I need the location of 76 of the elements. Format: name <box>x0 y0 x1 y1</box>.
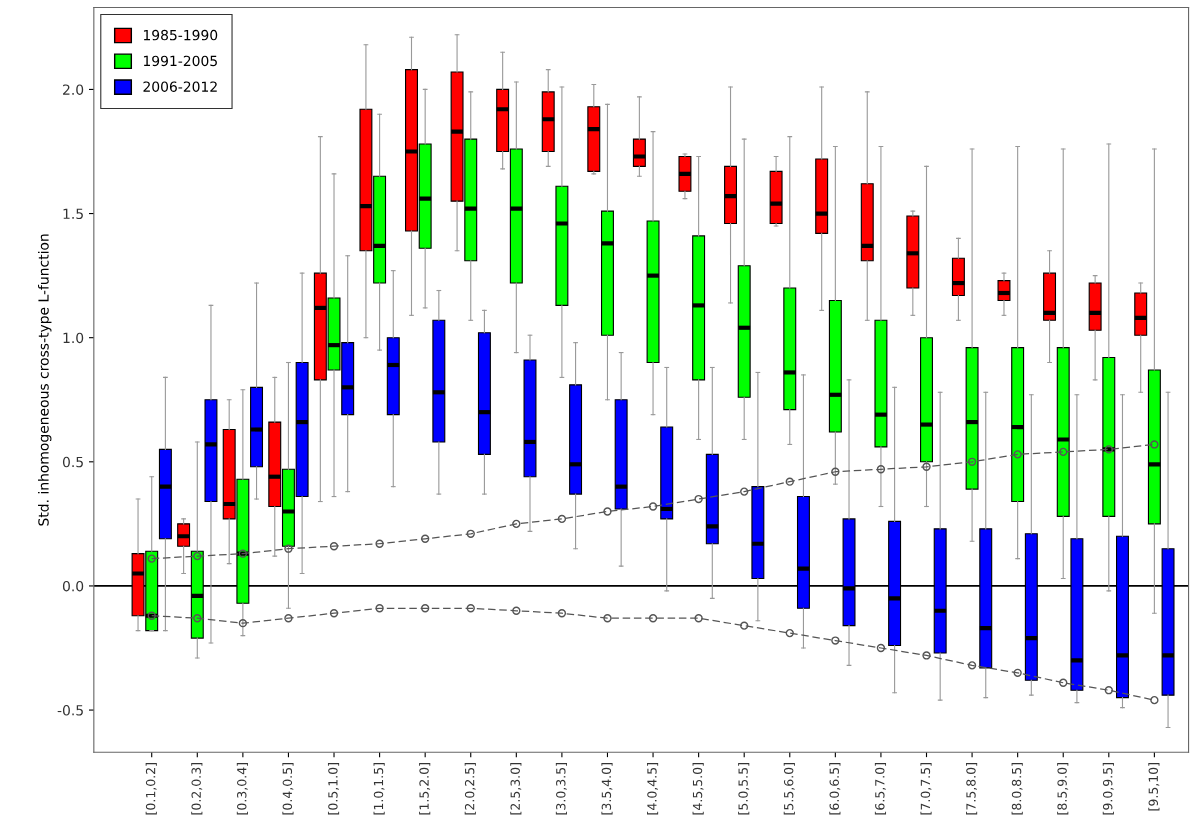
point <box>831 467 840 476</box>
point <box>193 614 202 623</box>
point <box>193 551 202 561</box>
x-tick-label: [0.5,1.0] <box>327 763 340 815</box>
point <box>1013 668 1022 677</box>
y-tick-label: 2.0 <box>63 84 84 95</box>
point <box>922 651 931 660</box>
point <box>557 514 567 524</box>
point <box>421 534 430 543</box>
point <box>785 628 794 638</box>
x-tick-label: [9.0,9.5] <box>1102 763 1114 815</box>
x-tick-label: [8.5,9.0] <box>1057 763 1069 815</box>
y-axis-title: Std. inhomogeneous cross-type L-function <box>38 234 52 526</box>
x-tick-label: [4.0,4.5] <box>647 763 659 815</box>
x-tick-label: [5.0,5.5] <box>738 763 750 815</box>
x-tick-label: [0.3,0.4] <box>236 763 248 815</box>
point <box>876 643 886 653</box>
point <box>922 462 931 471</box>
x-tick-label: [1.0,1.5] <box>373 763 385 815</box>
y-tick-label: 0.5 <box>62 456 83 468</box>
y-tick-label: 0.0 <box>62 580 84 592</box>
point <box>831 636 840 645</box>
point <box>603 507 612 516</box>
x-tick-label: [0.1,0.2] <box>145 763 157 815</box>
legend-label: 2006-2012 <box>143 81 217 92</box>
point <box>694 614 703 623</box>
point <box>1150 440 1159 449</box>
x-tick-label: [8.0,8.5] <box>1011 763 1023 815</box>
point <box>1150 695 1159 705</box>
y-tick-label: 1.0 <box>63 332 84 344</box>
x-tick-label: [5.5,6.0] <box>783 763 795 815</box>
point <box>967 457 977 466</box>
point <box>967 661 977 670</box>
x-tick-label: [0.4,0.5] <box>282 763 294 815</box>
legend-label: 1991-2005 <box>143 55 217 67</box>
legend-label: 1985-1990 <box>143 29 218 41</box>
point <box>876 465 886 474</box>
y-tick-label: -0.5 <box>57 705 83 716</box>
point <box>1059 678 1068 687</box>
x-tick-label: [7.5,8.0] <box>966 763 978 815</box>
point <box>785 477 794 486</box>
x-tick-label: [7.0,7.5] <box>920 763 932 815</box>
point <box>375 604 384 613</box>
x-tick-label: [6.5,7.0] <box>874 763 887 815</box>
point <box>375 539 384 548</box>
x-tick-label: [9.5,10] <box>1148 763 1160 811</box>
point <box>512 519 521 529</box>
point <box>329 609 339 618</box>
point <box>603 614 612 623</box>
point <box>147 554 156 563</box>
x-tick-label: [4.5,5.0] <box>692 763 704 815</box>
point <box>557 609 567 618</box>
x-tick-label: [6.0,6.5] <box>829 763 841 815</box>
point <box>648 502 658 511</box>
point <box>284 544 293 553</box>
x-tick-label: [2.0,2.5] <box>464 763 476 815</box>
point <box>512 606 521 615</box>
x-tick-label: [1.5,2.0] <box>419 763 431 815</box>
point <box>238 619 248 628</box>
point <box>466 604 475 613</box>
point <box>740 487 749 496</box>
point <box>1013 450 1022 459</box>
point <box>284 614 293 623</box>
point <box>329 542 339 551</box>
x-tick-label: [3.0,3.5] <box>555 763 567 815</box>
x-tick-label: [0.2,0.3] <box>191 763 203 815</box>
point <box>1104 686 1113 695</box>
x-tick-label: [3.5,4.0] <box>601 763 613 815</box>
point <box>648 614 658 623</box>
point <box>1059 447 1068 457</box>
point <box>421 604 430 613</box>
point <box>740 621 749 630</box>
point <box>694 494 703 504</box>
point <box>466 529 475 538</box>
y-tick-label: 1.5 <box>63 208 83 220</box>
x-tick-label: [2.5,3.0] <box>510 763 522 815</box>
